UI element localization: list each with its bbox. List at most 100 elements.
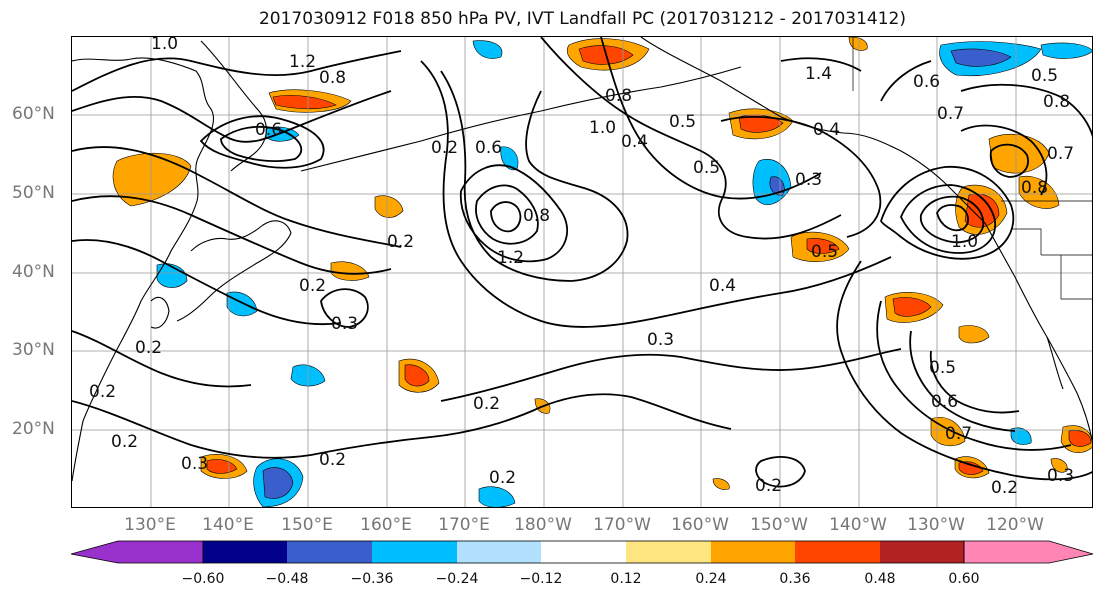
- contour-label: 0.2: [991, 478, 1018, 498]
- contour-label: 1.0: [951, 232, 978, 252]
- contour-label: 0.5: [811, 242, 838, 262]
- lon-label-170w: 170°W: [593, 515, 651, 535]
- shade-patch: [848, 37, 868, 51]
- lon-label-160e: 160°E: [360, 515, 412, 535]
- shade-patch: [112, 152, 192, 207]
- shade-patch: [892, 297, 932, 317]
- shade-patch: [206, 459, 238, 474]
- lon-label-140e: 140°E: [202, 515, 254, 535]
- colorbar-segment-gt-060: [963, 540, 1094, 564]
- shade-patch: [226, 291, 258, 317]
- shade-patch: [1040, 42, 1092, 59]
- colorbar-segment: [795, 541, 880, 563]
- shade-patch: [156, 263, 188, 288]
- colorbar: [70, 540, 1094, 564]
- colorbar-tick: −0.36: [350, 571, 394, 587]
- lon-label-120w: 120°W: [986, 515, 1044, 535]
- contour-label: 0.8: [1043, 92, 1070, 112]
- contour-label: 0.6: [475, 138, 502, 158]
- shade-patch: [262, 467, 294, 499]
- lon-label-130w: 130°W: [907, 515, 965, 535]
- lat-label-50n: 50°N: [12, 183, 55, 203]
- contour-label: 1.2: [497, 248, 524, 268]
- lon-label-180w: 180°W: [514, 515, 572, 535]
- colorbar-segment: [880, 541, 964, 563]
- contour-label: 0.2: [89, 382, 116, 402]
- colorbar-tick: 0.36: [779, 571, 811, 587]
- contour-label: 0.7: [937, 104, 964, 124]
- contour-label: 0.3: [795, 170, 822, 190]
- kamchatka-coastline: [200, 40, 267, 172]
- shade-patch: [806, 238, 840, 254]
- shade-patch: [950, 48, 1012, 67]
- contour-label: 0.2: [111, 432, 138, 452]
- contour-labels: 1.0 1.2 0.8 0.6 0.2 0.6 1.0 0.8 0.4 0.5 …: [89, 37, 1074, 498]
- lat-label-60n: 60°N: [12, 104, 55, 124]
- japan-coastline: [176, 220, 292, 322]
- contour-label: 0.6: [913, 72, 940, 92]
- contour-label: 0.7: [945, 424, 972, 444]
- contour-label: 0.2: [387, 232, 414, 252]
- contour-label: 0.8: [523, 206, 550, 226]
- contour-label: 0.3: [1047, 466, 1074, 486]
- colorbar-tick: −0.24: [435, 571, 479, 587]
- shade-patch: [1068, 430, 1092, 447]
- contour-label: 1.0: [589, 118, 616, 138]
- contour-label: 0.2: [431, 138, 458, 158]
- colorbar-segment: [203, 541, 287, 563]
- contour-label: 1.4: [805, 64, 832, 84]
- contour-label: 0.4: [813, 120, 840, 140]
- baja-coastline: [1046, 336, 1064, 390]
- colorbar-segment: [457, 541, 541, 563]
- contour-label: 0.5: [669, 112, 696, 132]
- colorbar-tick: −0.12: [519, 571, 563, 587]
- lon-label-130e: 130°E: [124, 515, 176, 535]
- contour-label: 0.2: [135, 338, 162, 358]
- contour-label: 0.5: [929, 358, 956, 378]
- contour-label: 0.4: [709, 276, 736, 296]
- contour-label: 1.0: [151, 37, 178, 54]
- contour-label: 0.8: [605, 86, 632, 106]
- map-title: 2017030912 F018 850 hPa PV, IVT Landfall…: [258, 9, 906, 29]
- colorbar-tick: −0.48: [265, 571, 309, 587]
- shade-patch: [374, 195, 404, 218]
- coastlines: [72, 37, 1092, 482]
- contour-label: 0.2: [489, 468, 516, 488]
- shade-patch: [265, 126, 300, 142]
- shade-patch: [958, 325, 990, 344]
- lat-label-20n: 20°N: [12, 419, 55, 439]
- colorbar-segment-lt-neg060: [70, 540, 204, 564]
- colorbar-tick: −0.60: [181, 571, 225, 587]
- contour-label: 0.3: [181, 454, 208, 474]
- contour-label: 0.2: [299, 276, 326, 296]
- colorbar-tick: 0.24: [695, 571, 727, 587]
- aleutian-islands: [300, 66, 742, 172]
- na-west-coastline: [984, 222, 1092, 443]
- contour-label: 0.2: [755, 476, 782, 496]
- colorbar-tick: 0.48: [864, 571, 896, 587]
- shade-patch: [1018, 175, 1060, 209]
- colorbar-segment: [711, 541, 795, 563]
- graticule: [72, 37, 1092, 507]
- shade-patch: [964, 193, 1000, 228]
- lon-label-150w: 150°W: [750, 515, 808, 535]
- contour-label: 0.3: [647, 330, 674, 350]
- shade-patch: [330, 261, 370, 281]
- colorbar-segment: [541, 541, 626, 563]
- alaska-coastline: [640, 37, 986, 224]
- korea-coastline: [150, 296, 170, 329]
- contour-label: 0.5: [693, 158, 720, 178]
- colorbar-tick: 0.60: [948, 571, 980, 587]
- shade-patch: [712, 478, 730, 490]
- shade-patch: [478, 486, 516, 507]
- colorbar-segment: [287, 541, 372, 563]
- contour-label: 0.8: [1021, 178, 1048, 198]
- lat-label-30n: 30°N: [12, 340, 55, 360]
- asia-coastline: [72, 57, 215, 482]
- lon-label-140w: 140°W: [829, 515, 887, 535]
- lat-label-40n: 40°N: [12, 262, 55, 282]
- shade-patch: [472, 40, 503, 59]
- shade-patch: [958, 461, 984, 475]
- contour-label: 0.2: [473, 394, 500, 414]
- shade-patch: [272, 95, 337, 110]
